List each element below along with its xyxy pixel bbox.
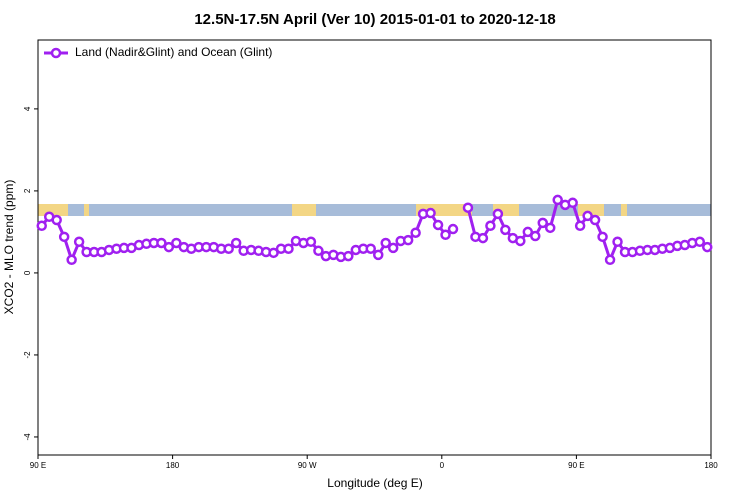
x-tick-label: 90 E <box>568 461 584 470</box>
data-point <box>313 245 324 257</box>
data-point <box>372 249 384 261</box>
y-axis-label: XCO2 - MLO trend (ppm) <box>2 180 16 315</box>
data-point <box>447 223 459 235</box>
x-tick-label: 90 E <box>30 461 46 470</box>
y-tick-label: 0 <box>23 270 32 275</box>
y-tick-label: -4 <box>23 433 32 441</box>
data-point <box>537 217 548 229</box>
data-point <box>612 236 623 248</box>
data-point <box>425 207 436 219</box>
data-point <box>36 220 47 232</box>
data-point <box>387 242 399 254</box>
data-point <box>230 237 242 249</box>
data-point <box>597 231 608 243</box>
data-point <box>552 194 563 206</box>
chart-title: 12.5N-17.5N April (Ver 10) 2015-01-01 to… <box>194 11 555 28</box>
x-tick-label: 180 <box>166 461 180 470</box>
data-point <box>485 220 496 232</box>
data-point <box>530 230 541 242</box>
data-point <box>223 243 234 254</box>
y-tick-label: 4 <box>23 106 32 111</box>
data-point <box>500 224 511 236</box>
data-point <box>343 250 354 262</box>
data-point <box>567 197 578 209</box>
data-point <box>544 222 556 234</box>
data-point <box>582 210 593 222</box>
data-point <box>51 214 62 226</box>
data-point <box>492 208 504 220</box>
data-point <box>163 241 175 253</box>
data-point <box>462 202 474 213</box>
data-point <box>477 232 489 244</box>
data-point <box>156 237 167 249</box>
data-point <box>283 243 294 254</box>
data-point <box>171 237 182 249</box>
data-point <box>604 254 616 266</box>
data-point <box>574 220 586 232</box>
data-point <box>589 214 601 226</box>
x-axis-label: Longitude (deg E) <box>327 476 422 490</box>
data-point <box>380 237 391 249</box>
data-point <box>702 241 713 253</box>
data-point <box>73 236 85 248</box>
data-point <box>515 235 526 247</box>
y-tick-label: 2 <box>23 188 32 193</box>
x-tick-label: 90 W <box>298 461 317 470</box>
data-point <box>66 254 77 266</box>
legend-label: Land (Nadir&Glint) and Ocean (Glint) <box>75 45 272 59</box>
data-point <box>522 226 534 238</box>
legend-marker <box>50 47 62 59</box>
data-point <box>305 236 317 248</box>
data-point <box>432 219 444 231</box>
data-point <box>58 231 70 243</box>
data-point <box>365 243 377 254</box>
map-strip <box>38 204 711 216</box>
x-tick-label: 180 <box>704 461 718 470</box>
data-point <box>410 227 421 238</box>
x-tick-label: 0 <box>440 461 445 470</box>
data-point <box>440 229 451 241</box>
data-point <box>268 247 279 259</box>
data-point <box>402 234 414 246</box>
y-tick-label: -2 <box>23 351 32 359</box>
data-point <box>694 236 706 248</box>
